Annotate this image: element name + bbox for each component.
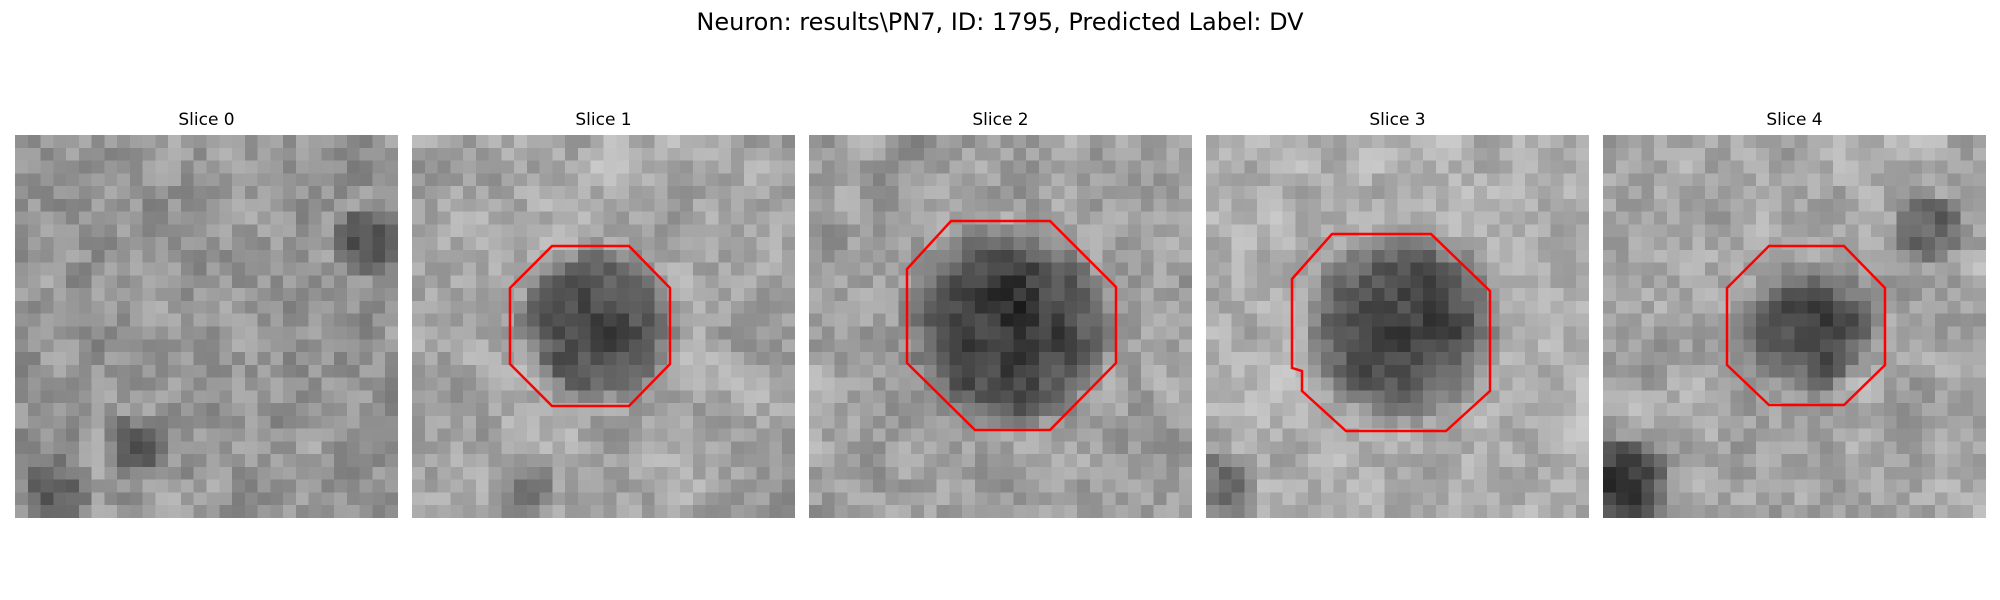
slice-panel-2: Slice 2 [809,110,1192,520]
roi-outline-3 [1290,232,1492,433]
slice-image-4 [1603,135,1986,518]
slice-panel-1: Slice 1 [412,110,795,520]
roi-outline-4 [1725,244,1887,407]
roi-outline-2 [905,219,1118,432]
figure-title: Neuron: results\PN7, ID: 1795, Predicted… [696,8,1304,36]
slice-panel-3: Slice 3 [1206,110,1589,520]
slice-title-3: Slice 3 [1369,110,1426,130]
slice-panel-0: Slice 0 [15,110,398,520]
slice-title-0: Slice 0 [178,110,235,130]
slice-panel-4: Slice 4 [1603,110,1986,520]
slice-image-3 [1206,135,1589,518]
slice-title-4: Slice 4 [1766,110,1823,130]
slice-title-1: Slice 1 [575,110,632,130]
slice-image-2 [809,135,1192,518]
slice-image-1 [412,135,795,518]
roi-outline-1 [508,244,672,408]
slice-title-2: Slice 2 [972,110,1029,130]
slice-image-0 [15,135,398,518]
